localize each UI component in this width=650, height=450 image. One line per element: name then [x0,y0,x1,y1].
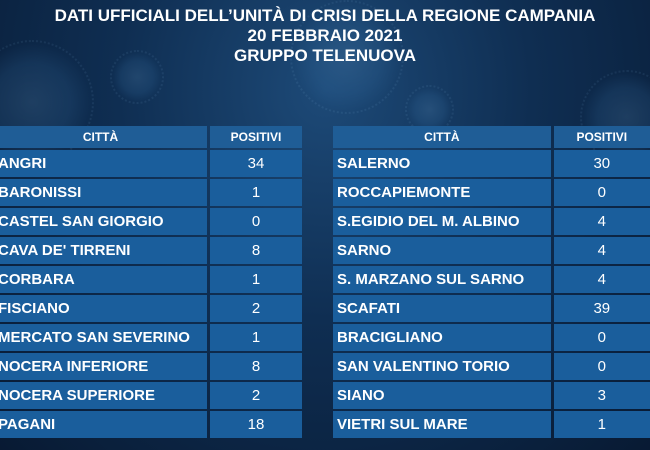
table-row: S. MARZANO SUL SARNO 4 [333,266,650,293]
positivi-count: 8 [210,353,302,380]
city-name: SIANO [333,382,551,409]
positivi-count: 34 [210,150,302,177]
positivi-count: 8 [210,237,302,264]
header-group: GRUPPO TELENUOVA [234,46,416,65]
column-header-city: CITTÀ [333,126,551,148]
table-row: CORBARA 1 [0,266,302,293]
column-header-city: CITTÀ [0,126,207,148]
positivi-count: 3 [553,382,650,409]
table-row: SIANO 3 [333,382,650,409]
table-row: CAVA DE' TIRRENI 8 [0,237,302,264]
positivi-count: 30 [553,150,650,177]
table-row: ROCCAPIEMONTE 0 [333,179,650,206]
city-name: CORBARA [0,266,207,293]
city-name: SARNO [333,237,551,264]
table-row: FISCIANO 2 [0,295,302,322]
positivi-count: 0 [553,353,650,380]
column-header-positivi: POSITIVI [553,126,650,148]
city-name: ANGRI [0,150,207,177]
city-name: NOCERA SUPERIORE [0,382,207,409]
city-name: ROCCAPIEMONTE [333,179,551,206]
positivi-count: 0 [553,179,650,206]
table-row: PAGANI 18 [0,411,302,438]
left-table: CITTÀ POSITIVI ANGRI 34 BARONISSI 1 CASTEL S… [0,124,302,440]
table-row: NOCERA SUPERIORE 2 [0,382,302,409]
positivi-count: 0 [210,208,302,235]
right-table: CITTÀ POSITIVI SALERNO 30 ROCCAPIEMONTE 0 S.… [333,124,650,440]
table-row: SARNO 4 [333,237,650,264]
table-row: SALERNO 30 [333,150,650,177]
positivi-count: 4 [553,208,650,235]
table-row: S.EGIDIO DEL M. ALBINO 4 [333,208,650,235]
city-name: BARONISSI [0,179,207,206]
positivi-count: 4 [553,237,650,264]
city-name: SCAFATI [333,295,551,322]
city-name: NOCERA INFERIORE [0,353,207,380]
positivi-count: 1 [210,179,302,206]
header-date: 20 FEBBRAIO 2021 [247,26,403,45]
city-name: S.EGIDIO DEL M. ALBINO [333,208,551,235]
positivi-count: 1 [553,411,650,438]
city-name: PAGANI [0,411,207,438]
city-name: MERCATO SAN SEVERINO [0,324,207,351]
table-row: BRACIGLIANO 0 [333,324,650,351]
city-name: S. MARZANO SUL SARNO [333,266,551,293]
city-name: SAN VALENTINO TORIO [333,353,551,380]
table-row: BARONISSI 1 [0,179,302,206]
page-header: DATI UFFICIALI DELL’UNITÀ DI CRISI DELLA… [0,6,650,66]
table-row: CASTEL SAN GIORGIO 0 [0,208,302,235]
city-name: VIETRI SUL MARE [333,411,551,438]
positivi-count: 2 [210,382,302,409]
virus-illustration [290,0,404,114]
virus-illustration [110,50,164,104]
positivi-count: 4 [553,266,650,293]
table-row: VIETRI SUL MARE 1 [333,411,650,438]
city-name: BRACIGLIANO [333,324,551,351]
column-header-positivi: POSITIVI [210,126,302,148]
table-row: NOCERA INFERIORE 8 [0,353,302,380]
positivi-count: 0 [553,324,650,351]
header-title: DATI UFFICIALI DELL’UNITÀ DI CRISI DELLA… [54,6,596,25]
positivi-count: 18 [210,411,302,438]
positivi-count: 1 [210,324,302,351]
city-name: FISCIANO [0,295,207,322]
table-row: MERCATO SAN SEVERINO 1 [0,324,302,351]
table-row: SCAFATI 39 [333,295,650,322]
city-name: SALERNO [333,150,551,177]
city-name: CAVA DE' TIRRENI [0,237,207,264]
city-name: CASTEL SAN GIORGIO [0,208,207,235]
virus-illustration [580,70,650,164]
table-row: ANGRI 34 [0,150,302,177]
positivi-count: 2 [210,295,302,322]
positivi-count: 39 [553,295,650,322]
positivi-count: 1 [210,266,302,293]
table-row: SAN VALENTINO TORIO 0 [333,353,650,380]
